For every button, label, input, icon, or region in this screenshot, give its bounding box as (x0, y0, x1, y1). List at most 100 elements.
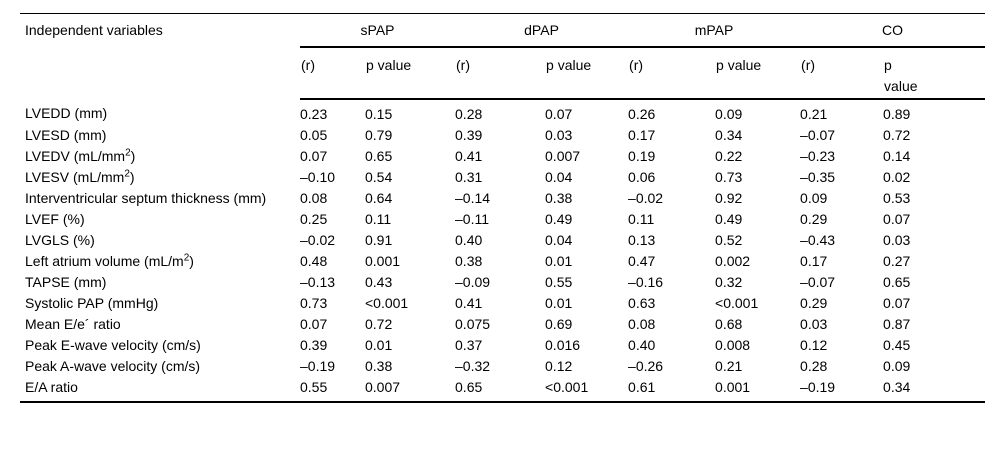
cell-value: 0.38 (455, 252, 483, 269)
row-label: E/A ratio (20, 376, 300, 403)
cell-value: 0.49 (545, 210, 573, 227)
cell-value: –0.43 (800, 231, 836, 248)
cell-value: 0.55 (300, 376, 365, 403)
subheader-r-spap: (r) (300, 46, 365, 100)
superscript: 2 (125, 146, 131, 158)
superscript: 2 (124, 167, 130, 179)
group-header-mpap: mPAP (628, 13, 801, 48)
cell-value: –0.10 (300, 168, 336, 185)
cell-value: –0.02 (628, 189, 664, 206)
cell-value: 0.34 (883, 376, 986, 403)
cell-value: 0.91 (365, 231, 393, 248)
cell-value: 0.01 (545, 252, 573, 269)
cell-value: 0.45 (883, 336, 911, 353)
cell-value: 0.01 (365, 336, 393, 353)
cell-value: 0.72 (883, 126, 911, 143)
cell-value: 0.25 (300, 210, 328, 227)
cell-value: –0.16 (628, 273, 664, 290)
cell-value: 0.39 (455, 126, 483, 143)
cell-value: 0.65 (455, 376, 546, 403)
cell-value: <0.001 (715, 294, 759, 311)
cell-value: 0.15 (365, 105, 393, 122)
cell-value: 0.39 (300, 336, 328, 353)
row-label: LVEDD (mm) (25, 104, 108, 121)
cell-value: 0.016 (545, 336, 581, 353)
cell-value: 0.11 (628, 210, 655, 227)
table-row: Systolic PAP (mmHg) 0.73 <0.001 0.41 0.01 0.6… (20, 293, 985, 314)
cell-value: 0.69 (545, 315, 573, 332)
cell-value: 0.22 (715, 147, 743, 164)
cell-value: 0.008 (715, 336, 751, 353)
subheader-r-dpap: (r) (455, 46, 546, 100)
cell-value: 0.02 (883, 168, 911, 185)
cell-value: 0.43 (365, 273, 393, 290)
cell-value: –0.07 (800, 126, 836, 143)
cell-value: –0.11 (455, 210, 490, 227)
table-row: LVEDD (mm) 0.23 0.15 0.28 0.07 0.26 0.09 0.21 0.… (20, 99, 985, 125)
cell-value: –0.26 (628, 357, 664, 374)
cell-value: 0.002 (715, 252, 751, 269)
cell-value: 0.13 (628, 231, 656, 248)
cell-value: –0.19 (800, 376, 884, 403)
cell-value: 0.01 (545, 294, 573, 311)
cell-value: 0.29 (800, 210, 828, 227)
table-body: LVEDD (mm) 0.23 0.15 0.28 0.07 0.26 0.09 0.21 0.… (20, 99, 986, 403)
row-label: LVGLS (%) (25, 231, 95, 248)
cell-value: 0.72 (365, 315, 393, 332)
cell-value: 0.08 (628, 315, 656, 332)
cell-value: 0.19 (628, 147, 656, 164)
cell-value: 0.23 (300, 105, 328, 122)
cell-value: 0.52 (715, 231, 743, 248)
cell-value: –0.07 (800, 273, 836, 290)
row-label: TAPSE (mm) (25, 273, 107, 290)
cell-value: 0.001 (715, 376, 801, 403)
cell-value: 0.73 (715, 168, 743, 185)
cell-value: 0.89 (883, 105, 911, 122)
table-row: LVESV (mL/mm2) –0.10 0.54 0.31 0.04 0.06 0.73 –… (20, 167, 985, 188)
cell-value: 0.27 (883, 252, 911, 269)
table-row: Mean E/e´ ratio 0.07 0.72 0.075 0.69 0.08 0.68… (20, 314, 985, 335)
cell-value: 0.001 (365, 252, 401, 269)
cell-value: <0.001 (365, 294, 409, 311)
cell-value: 0.38 (365, 357, 393, 374)
cell-value: 0.41 (455, 147, 483, 164)
subheader-r-mpap: (r) (628, 46, 716, 100)
cell-value: 0.075 (455, 315, 491, 332)
cell-value: 0.07 (545, 105, 573, 122)
table-row: Interventricular septum thickness (mm) 0.… (20, 188, 985, 209)
table-row: LVESD (mm) 0.05 0.79 0.39 0.03 0.17 0.34 –0.07 0… (20, 125, 985, 146)
cell-value: –0.32 (455, 357, 491, 374)
row-label: Peak E-wave velocity (cm/s) (25, 336, 201, 353)
cell-value: 0.68 (715, 315, 743, 332)
cell-value: 0.64 (365, 189, 393, 206)
table-row: LVGLS (%) –0.02 0.91 0.40 0.04 0.13 0.52 –0.43 0… (20, 230, 985, 251)
cell-value: 0.28 (455, 105, 483, 122)
cell-value: 0.55 (545, 273, 573, 290)
cell-value: 0.04 (545, 231, 573, 248)
row-label: LVEF (%) (25, 210, 85, 227)
cell-value: –0.14 (455, 189, 491, 206)
subheader-p-spap: p value (365, 46, 456, 100)
row-label: Mean E/e´ ratio (25, 315, 121, 332)
cell-value: 0.49 (715, 210, 743, 227)
cell-value: 0.47 (628, 252, 656, 269)
correlation-table: Independent variables sPAP dPAP mPAP CO … (20, 13, 986, 403)
cell-value: 0.07 (300, 315, 328, 332)
independent-variables-header: Independent variables (20, 13, 300, 99)
cell-value: 0.87 (883, 315, 911, 332)
cell-value: 0.07 (883, 210, 911, 227)
row-label: Left atrium volume (mL/m2) (25, 251, 194, 269)
cell-value: 0.07 (300, 147, 328, 164)
cell-value: –0.19 (300, 357, 336, 374)
cell-value: 0.07 (883, 294, 911, 311)
cell-value: 0.92 (715, 189, 743, 206)
table-row: Left atrium volume (mL/m2) 0.48 0.001 0.38 0… (20, 251, 985, 272)
group-header-spap: sPAP (300, 13, 456, 48)
table-row: LVEF (%) 0.25 0.11 –0.11 0.49 0.11 0.49 0.29 0.0… (20, 209, 985, 230)
row-label: Peak A-wave velocity (cm/s) (25, 357, 201, 374)
cell-value: 0.17 (628, 126, 656, 143)
cell-value: 0.09 (883, 357, 911, 374)
cell-value: 0.12 (800, 336, 828, 353)
row-label: Systolic PAP (mmHg) (25, 294, 159, 311)
cell-value: 0.21 (715, 357, 743, 374)
